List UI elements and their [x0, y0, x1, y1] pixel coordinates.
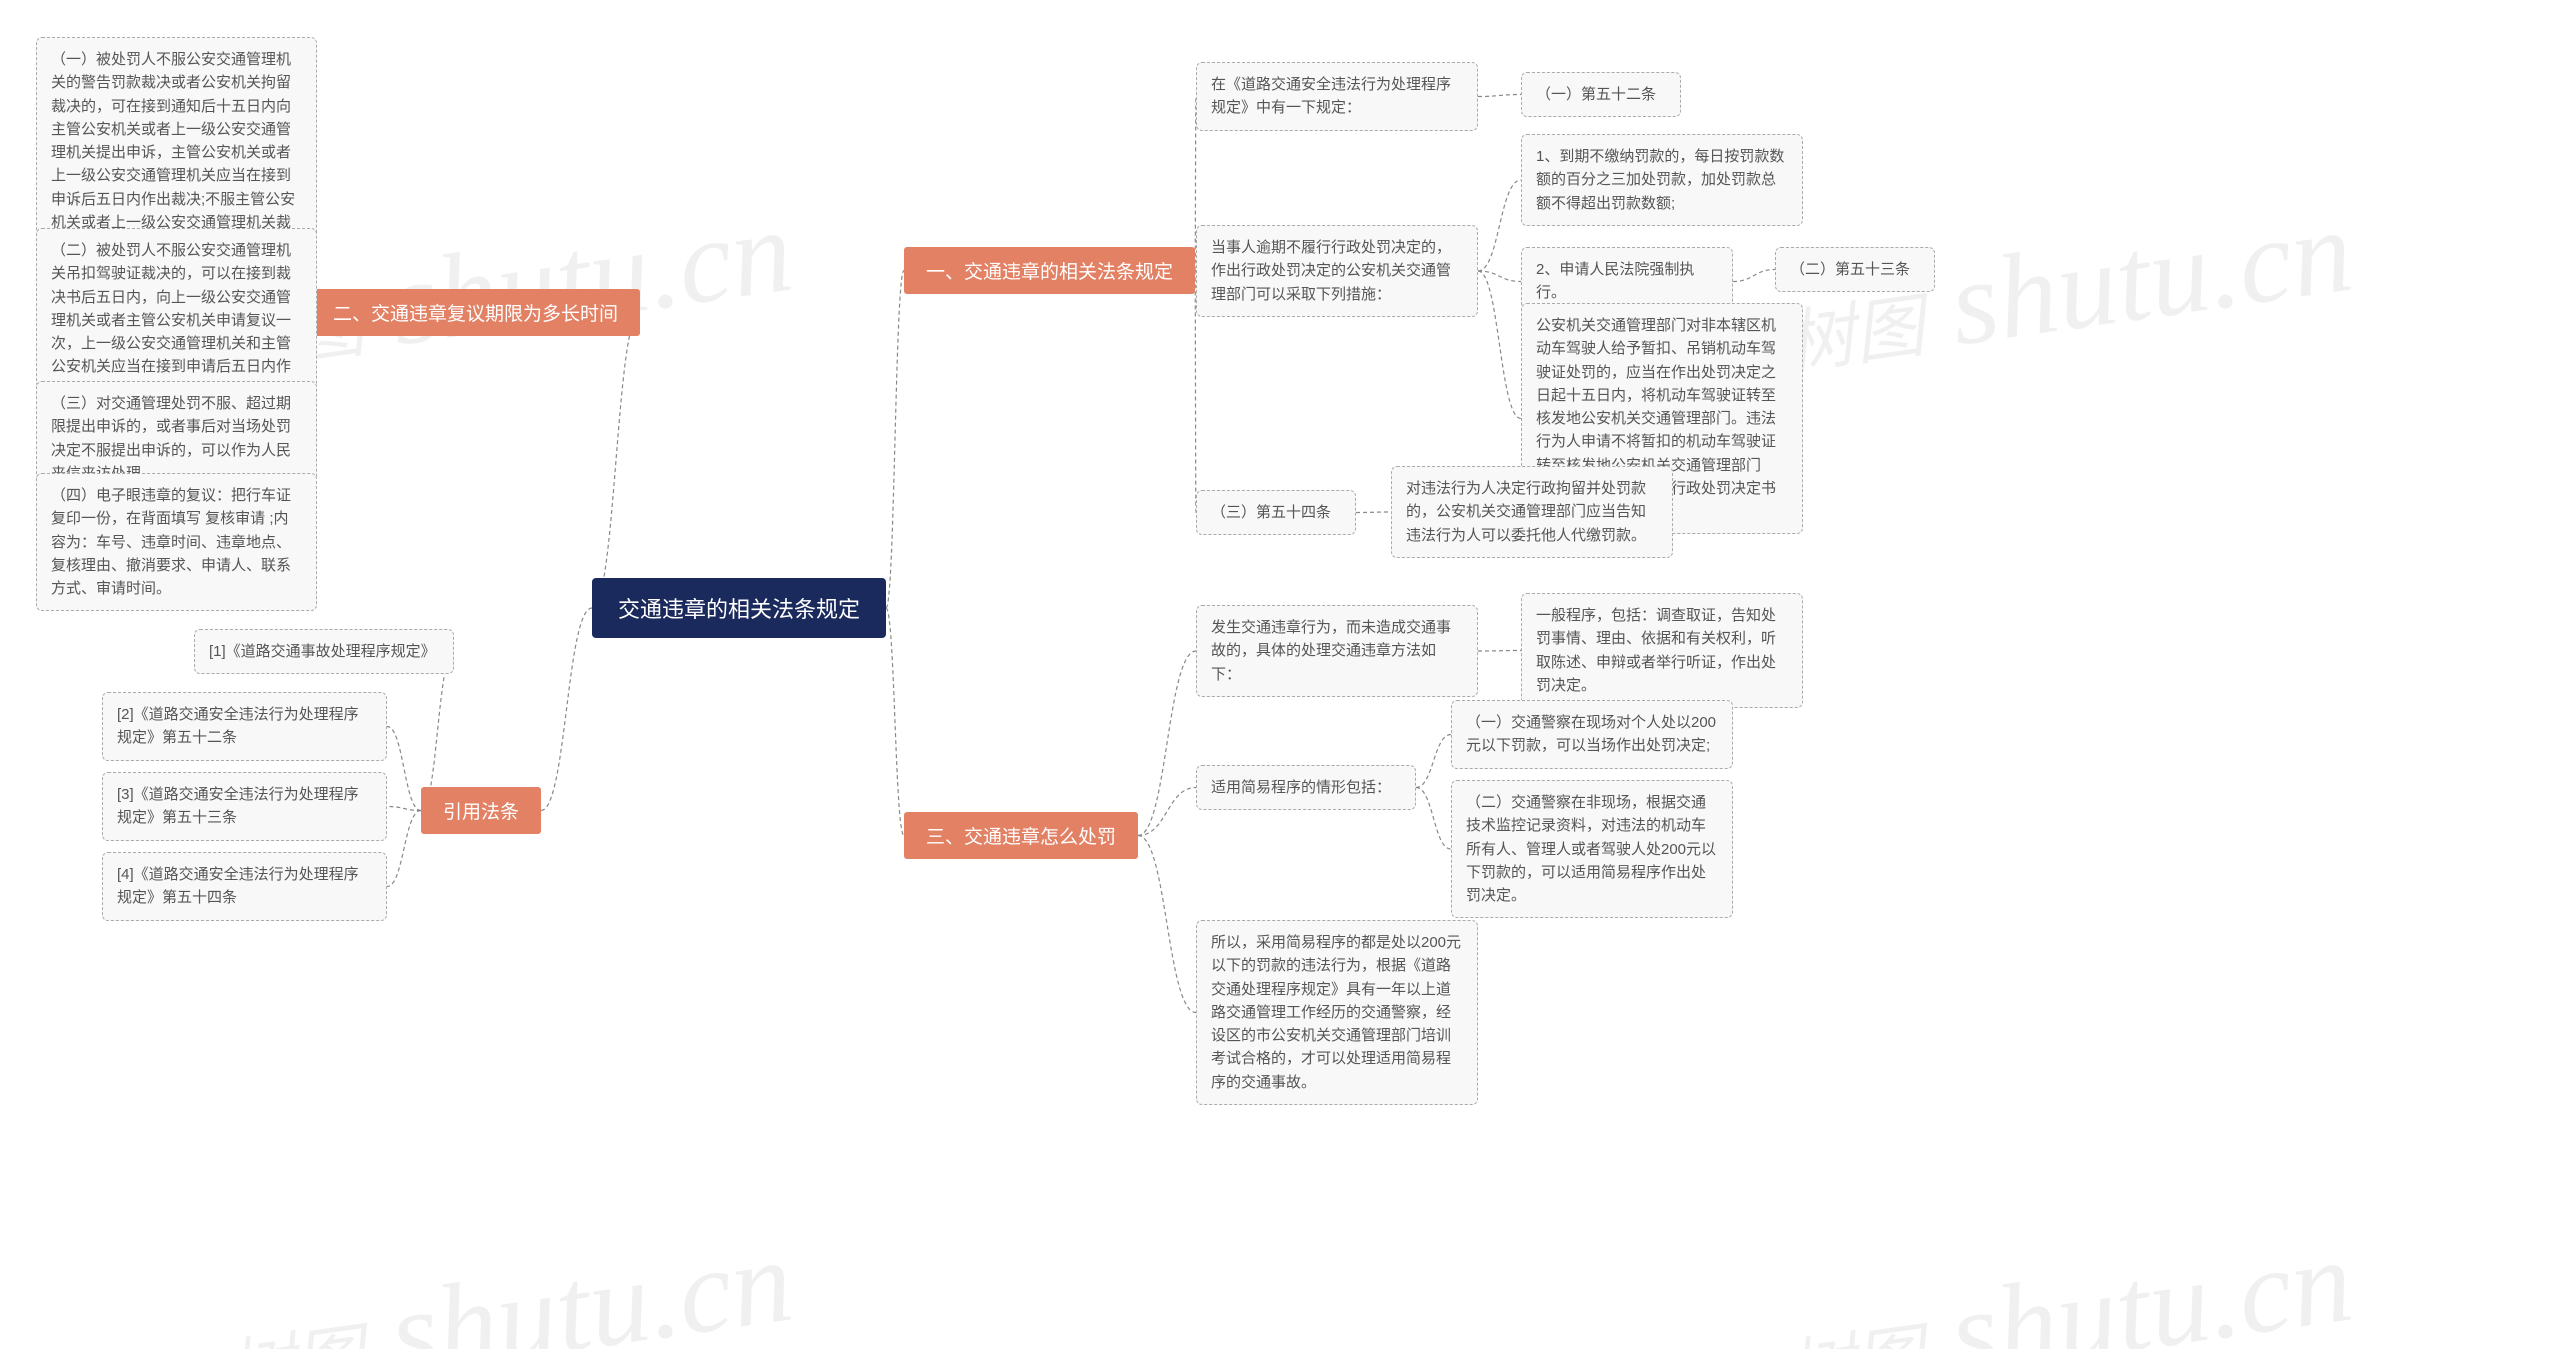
leaf-node: [2]《道路交通安全违法行为处理程序规定》第五十二条 [102, 692, 387, 761]
leaf-node: [4]《道路交通安全违法行为处理程序规定》第五十四条 [102, 852, 387, 921]
branch-node-cited-articles: 引用法条 [421, 787, 541, 834]
leaf-node: 1、到期不缴纳罚款的，每日按罚款数额的百分之三加处罚款，加处罚款总额不得超出罚款… [1521, 134, 1803, 226]
branch-node-related-articles: 一、交通违章的相关法条规定 [904, 247, 1195, 294]
leaf-node: 在《道路交通安全违法行为处理程序规定》中有一下规定： [1196, 62, 1478, 131]
leaf-node: 所以，采用简易程序的都是处以200元以下的罚款的违法行为，根据《道路交通处理程序… [1196, 920, 1478, 1105]
leaf-node: （二）交通警察在非现场，根据交通技术监控记录资料，对违法的机动车所有人、管理人或… [1451, 780, 1733, 918]
leaf-node: 适用简易程序的情形包括： [1196, 765, 1416, 810]
leaf-node: 发生交通违章行为，而未造成交通事故的，具体的处理交通违章方法如下： [1196, 605, 1478, 697]
leaf-node: 一般程序，包括：调查取证，告知处罚事情、理由、依据和有关权利，听取陈述、申辩或者… [1521, 593, 1803, 708]
leaf-node: 当事人逾期不履行行政处罚决定的，作出行政处罚决定的公安机关交通管理部门可以采取下… [1196, 225, 1478, 317]
leaf-node: （四）电子眼违章的复议：把行车证复印一份，在背面填写 复核审请 ;内容为：车号、… [36, 473, 317, 611]
root-node: 交通违章的相关法条规定 [592, 578, 886, 638]
leaf-node: [3]《道路交通安全违法行为处理程序规定》第五十三条 [102, 772, 387, 841]
branch-node-reconsideration-period: 二、交通违章复议期限为多长时间 [311, 289, 640, 336]
leaf-node: （一）交通警察在现场对个人处以200元以下罚款，可以当场作出处罚决定; [1451, 700, 1733, 769]
leaf-node: [1]《道路交通事故处理程序规定》 [194, 629, 454, 674]
branch-node-how-penalized: 三、交通违章怎么处罚 [904, 812, 1138, 859]
leaf-node: （一）第五十二条 [1521, 72, 1681, 117]
watermark: 树图 shutu.cn [1773, 1211, 2360, 1349]
leaf-node: （三）第五十四条 [1196, 490, 1356, 535]
leaf-node: 对违法行为人决定行政拘留并处罚款的，公安机关交通管理部门应当告知违法行为人可以委… [1391, 466, 1673, 558]
watermark: 树图 shutu.cn [213, 1211, 800, 1349]
leaf-node: （二）第五十三条 [1775, 247, 1935, 292]
